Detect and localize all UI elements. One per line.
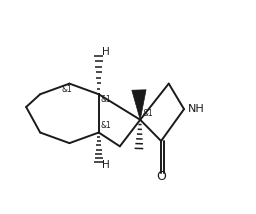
Text: &1: &1 <box>62 85 72 95</box>
Text: &1: &1 <box>142 109 153 118</box>
Polygon shape <box>132 90 146 120</box>
Text: H: H <box>102 160 110 171</box>
Text: &1: &1 <box>101 120 111 129</box>
Text: O: O <box>156 170 166 183</box>
Text: H: H <box>102 47 110 57</box>
Text: NH: NH <box>188 104 205 114</box>
Text: &1: &1 <box>101 95 111 104</box>
